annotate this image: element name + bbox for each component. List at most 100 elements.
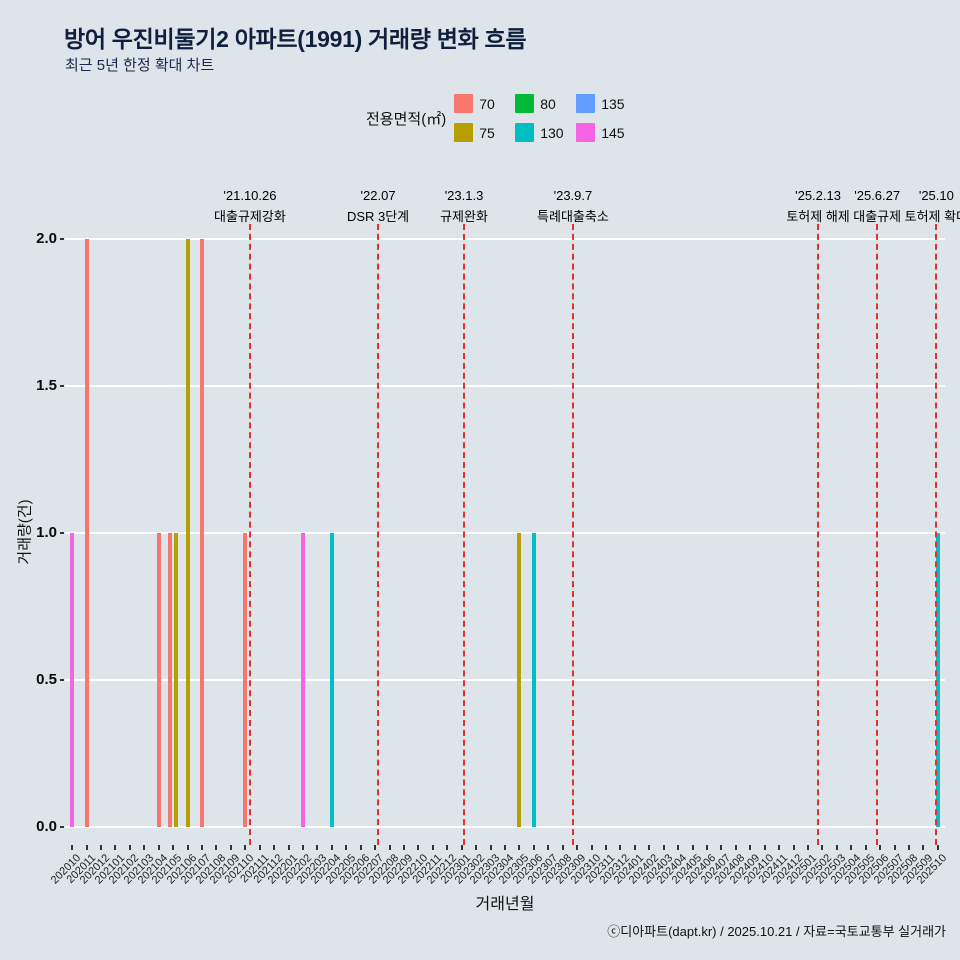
legend-swatch-145 — [576, 123, 596, 142]
x-tick-mark — [157, 845, 160, 850]
legend-item-80: 80 — [515, 94, 576, 113]
x-tick-mark — [705, 845, 708, 850]
x-tick-mark — [936, 845, 939, 850]
x-tick-mark — [85, 845, 88, 850]
x-tick-mark — [504, 845, 506, 850]
x-tick-mark — [561, 845, 564, 850]
event-date-label: '23.1.3 — [444, 188, 484, 203]
bar-202107-70sqm — [200, 239, 205, 827]
x-tick-mark — [893, 845, 896, 850]
event-date-label: '25.10 — [918, 188, 954, 203]
x-tick-mark — [677, 845, 680, 850]
gridline-y-0.0 — [65, 826, 945, 828]
x-tick-mark — [864, 845, 867, 850]
event-name-label: 대출규제강화 — [214, 209, 286, 224]
x-tick-mark — [258, 845, 261, 850]
x-tick-mark — [128, 845, 131, 850]
legend-item-label: 145 — [601, 124, 625, 141]
x-tick-mark — [720, 845, 723, 850]
bar-202011-70sqm — [84, 239, 89, 827]
y-tick-label: 0.0 — [36, 818, 57, 835]
x-tick-mark — [388, 845, 391, 850]
x-tick-mark — [879, 845, 882, 850]
policy-event-line — [248, 224, 251, 845]
bar-202104-70sqm — [156, 533, 161, 827]
legend-swatch-80 — [515, 94, 535, 113]
bar-202106-75sqm — [185, 239, 190, 827]
legend-swatch-135 — [576, 94, 596, 113]
legend-item-145: 145 — [576, 123, 637, 142]
bar-202010-145sqm — [70, 533, 75, 827]
bar-202510-130sqm — [935, 533, 940, 827]
x-tick-mark — [229, 845, 232, 850]
event-name-label: 규제완화 — [440, 209, 488, 224]
y-tick-label: 2.0 — [36, 230, 57, 247]
x-tick-mark — [374, 845, 377, 850]
policy-event-line — [817, 224, 820, 845]
x-tick-mark — [907, 845, 910, 850]
x-tick-mark — [345, 845, 348, 850]
legend-swatch-130 — [515, 123, 535, 142]
x-tick-mark — [172, 845, 175, 850]
x-tick-mark — [330, 845, 333, 850]
x-tick-mark — [460, 845, 463, 850]
policy-event-line — [571, 224, 574, 845]
x-tick-mark — [446, 845, 449, 850]
x-tick-mark — [662, 845, 665, 850]
legend-item-label: 80 — [540, 95, 556, 112]
x-tick-mark — [316, 845, 319, 850]
x-tick-mark — [215, 845, 218, 850]
x-tick-mark — [431, 845, 434, 850]
x-tick-mark — [403, 845, 406, 850]
gridline-y-1.5 — [65, 385, 945, 387]
x-tick-mark — [691, 845, 694, 850]
x-tick-mark — [359, 845, 362, 850]
legend-swatch-75 — [454, 123, 474, 142]
x-tick-mark — [576, 845, 579, 850]
event-date-label: '23.9.7 — [553, 188, 593, 203]
event-date-label: '21.10.26 — [223, 188, 277, 203]
legend-title: 전용면적(㎡) — [366, 110, 447, 128]
event-name-label: 토허제 해제 — [786, 209, 850, 224]
bar-202110-70sqm — [243, 533, 248, 827]
x-tick-mark — [547, 845, 550, 850]
event-name-label: DSR 3단계 — [346, 209, 410, 224]
policy-event-line — [935, 224, 938, 845]
legend-items: 70 75 80 130 135 145 — [454, 94, 637, 142]
x-tick-mark — [806, 845, 809, 850]
y-tick-mark — [60, 826, 64, 828]
x-tick-mark — [648, 845, 651, 850]
x-tick-mark — [518, 845, 521, 850]
x-tick-mark — [633, 845, 636, 850]
x-tick-mark — [186, 845, 189, 850]
x-tick-mark — [273, 845, 276, 850]
x-axis-title: 거래년월 — [475, 896, 535, 913]
legend-item-135: 135 — [576, 94, 637, 113]
legend-item-label: 75 — [479, 124, 495, 141]
x-tick-mark — [489, 845, 492, 850]
bar-202204-130sqm — [329, 533, 334, 827]
gridline-y-2.0 — [65, 238, 945, 240]
legend-item-label: 70 — [479, 95, 495, 112]
x-tick-mark — [835, 845, 838, 850]
legend-item-label: 135 — [601, 95, 625, 112]
x-tick-mark — [244, 845, 247, 850]
bar-202105-75sqm — [174, 533, 179, 827]
y-tick-label: 1.0 — [36, 524, 57, 541]
event-name-label: 특례대출축소 — [537, 209, 609, 224]
legend-item-label: 130 — [540, 124, 564, 141]
x-tick-mark — [590, 845, 593, 850]
x-tick-mark — [302, 845, 305, 850]
x-tick-mark — [734, 845, 737, 850]
policy-event-line — [377, 224, 380, 845]
y-tick-label: 0.5 — [36, 671, 57, 688]
gridline-y-1.0 — [65, 532, 945, 534]
legend: 전용면적(㎡) 70 75 80 130 135 145 — [366, 94, 637, 142]
legend-item-75: 75 — [454, 123, 515, 142]
bar-202305-75sqm — [517, 533, 522, 827]
x-tick-mark — [604, 845, 607, 850]
x-tick-mark — [71, 845, 74, 850]
legend-item-130: 130 — [515, 123, 576, 142]
x-tick-mark — [619, 845, 622, 850]
